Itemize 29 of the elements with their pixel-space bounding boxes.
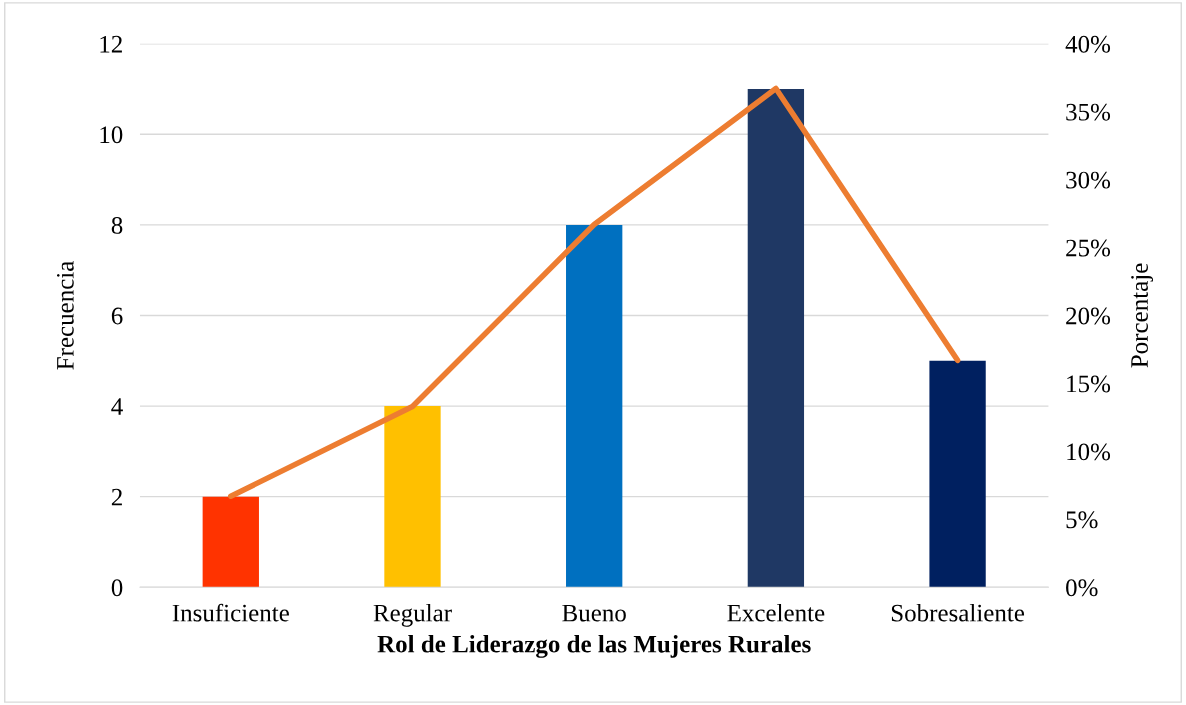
x-tick-label: Excelente: [727, 603, 825, 622]
y2-tick-label: 15%: [1067, 375, 1111, 393]
y2-tick-label: 40%: [1065, 35, 1111, 53]
y-tick-label: 4: [111, 398, 123, 415]
y-tick-label: 2: [111, 488, 122, 506]
y2-tick-label: 35%: [1066, 103, 1111, 121]
x-tick-label: Sobresaliente: [891, 603, 1025, 622]
y2-tick-label: 10%: [1067, 443, 1111, 461]
y2-tick-label: 20%: [1066, 307, 1111, 325]
y2-tick-label: 25%: [1066, 239, 1111, 257]
bar: [747, 89, 805, 588]
bar: [202, 496, 259, 588]
y-tick-label: 10: [100, 126, 123, 144]
x-axis-title: Rol de Liderazgo de las Mujeres Rurales: [377, 635, 811, 658]
bar: [566, 224, 623, 588]
bar: [384, 406, 441, 588]
y-tick-label: 8: [111, 216, 123, 234]
bar: [929, 360, 986, 588]
x-tick-label: Bueno: [562, 604, 626, 622]
x-tick-label: Regular: [373, 603, 452, 627]
y2-tick-label: 0%: [1066, 579, 1098, 597]
y-axis-title: Frecuencia: [56, 261, 74, 370]
x-tick-label: Insuficiente: [172, 603, 289, 622]
y2-axis-title: Porcentaje: [1131, 263, 1154, 368]
y2-tick-label: 5%: [1066, 511, 1098, 529]
y-tick-label: 12: [100, 35, 122, 53]
y2-tick-label: 30%: [1066, 171, 1111, 189]
y-tick-label: 6: [111, 307, 123, 325]
y-tick-label: 0: [111, 579, 123, 597]
